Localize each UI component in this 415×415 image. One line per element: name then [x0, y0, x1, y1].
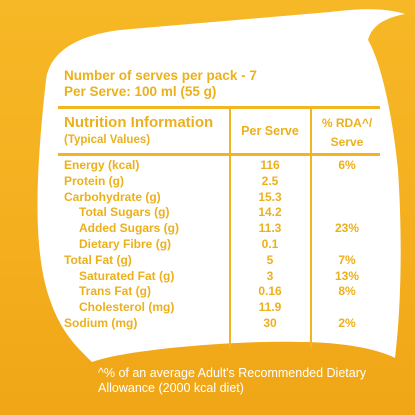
nutrient-label: Sodium (mg): [64, 316, 138, 330]
nutrient-row: Protein (g) 2.5: [0, 174, 415, 189]
nutrient-rda-value: 2%: [338, 316, 356, 330]
serves-per-pack: Number of serves per pack - 7: [64, 68, 257, 83]
nutrient-per-serve-value: 0.16: [258, 284, 282, 299]
nutrient-row: Sodium (mg) 30 2%: [0, 316, 415, 331]
table-title: Nutrition Information: [64, 114, 214, 131]
nutrient-row: Added Sugars (g) 11.3 23%: [0, 221, 415, 236]
nutrient-rda-value: 8%: [338, 284, 356, 299]
nutrient-label: Added Sugars (g): [79, 221, 180, 236]
nutrient-label: Trans Fat (g): [79, 284, 152, 299]
nutrient-rda-value: 7%: [338, 252, 356, 267]
nutrient-row: Cholesterol (mg) 11.9: [0, 300, 415, 315]
nutrient-label: Total Fat (g): [64, 252, 132, 267]
nutrient-label: Carbohydrate (g): [64, 189, 161, 204]
nutrient-label: Cholesterol (mg): [79, 300, 175, 315]
nutrient-label: Protein (g): [64, 173, 124, 188]
table-divider-2: [310, 108, 312, 348]
column-header-rda-line1: % RDA^/: [321, 116, 373, 130]
nutrient-row: Carbohydrate (g) 15.3: [0, 190, 415, 205]
column-header-per-serve: Per Serve: [241, 124, 299, 138]
nutrient-label: Saturated Fat (g): [79, 268, 175, 283]
table-rule-top: [58, 106, 380, 109]
serving-size: Per Serve: 100 ml (55 g): [64, 84, 217, 99]
table-subtitle: (Typical Values): [64, 134, 151, 146]
nutrient-per-serve-value: 11.3: [258, 221, 282, 236]
nutrient-rda-value: 23%: [334, 221, 360, 236]
nutrient-rda-value: 6%: [338, 158, 356, 172]
nutrient-rda-value: 13%: [334, 268, 360, 283]
footnote: ^% of an average Adult's Recommended Die…: [98, 366, 367, 395]
nutrient-label: Total Sugars (g): [79, 205, 170, 220]
column-header-rda: % RDA^/ Serve: [314, 114, 380, 152]
nutrient-per-serve-value: 3: [266, 268, 274, 283]
nutrient-per-serve-value: 11.9: [258, 300, 282, 315]
table-divider-1: [229, 108, 231, 348]
white-blob-shape: [37, 9, 405, 362]
table-rule-header: [58, 153, 380, 156]
nutrient-per-serve-value: 0.1: [261, 237, 279, 251]
nutrient-per-serve-value: 14.2: [258, 205, 282, 220]
nutrient-label: Energy (kcal): [64, 158, 140, 172]
nutrient-per-serve-value: 15.3: [258, 189, 282, 204]
column-header-rda-line2: Serve: [330, 135, 364, 149]
nutrient-row: Energy (kcal) 116 6%: [0, 158, 415, 173]
nutrient-per-serve-value: 116: [260, 158, 280, 172]
nutrient-label: Dietary Fibre (g): [79, 237, 172, 251]
nutrient-per-serve-value: 5: [266, 252, 274, 267]
nutrient-per-serve-value: 30: [263, 316, 277, 330]
nutrient-row: Total Fat (g) 5 7%: [0, 253, 415, 268]
nutrient-row: Saturated Fat (g) 3 13%: [0, 269, 415, 284]
nutrient-row: Total Sugars (g) 14.2: [0, 205, 415, 220]
nutrient-row: Trans Fat (g) 0.16 8%: [0, 284, 415, 299]
nutrient-row: Dietary Fibre (g) 0.1: [0, 237, 415, 252]
nutrient-per-serve-value: 2.5: [261, 173, 279, 188]
